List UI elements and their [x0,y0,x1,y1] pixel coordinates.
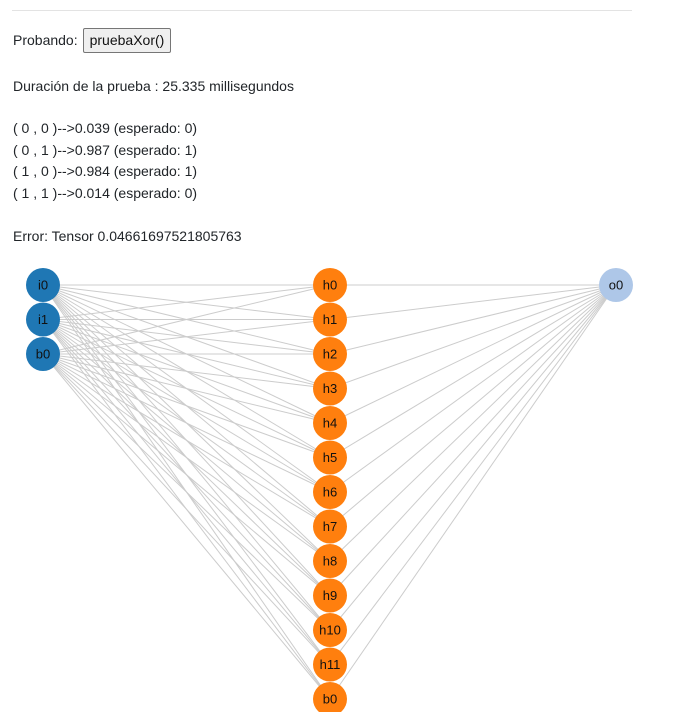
network-edges [42,284,617,700]
node-circle [313,647,347,682]
network-node-hidden-h2: h2 [313,337,347,371]
network-node-hidden-h0: h0 [313,268,347,302]
node-label: h11 [320,657,341,672]
network-edge [329,284,617,458]
network-node-input-i0: i0 [26,268,60,302]
node-circle [313,406,347,440]
top-divider [12,10,632,11]
network-node-input-i1: i1 [26,302,60,337]
node-circle [313,613,347,647]
network-node-input-b0: b0 [26,337,60,371]
node-circle [313,371,347,406]
network-edge [42,353,331,458]
node-circle [313,475,347,509]
result-line: ( 1 , 0 )-->0.984 (esperado: 1) [13,163,198,179]
network-edge [42,353,331,527]
node-label: o0 [609,278,623,293]
node-label: b0 [323,692,337,707]
probando-row: Probando: pruebaXor() [13,27,172,53]
network-edge [42,353,331,631]
result-line: ( 0 , 0 )-->0.039 (esperado: 0) [13,120,198,136]
network-edge [42,353,331,596]
network-node-hidden-b0: b0 [313,682,347,712]
network-edge [42,353,331,424]
node-circle [313,337,347,371]
node-circle [313,440,347,475]
network-edge [42,284,331,355]
network-node-hidden-h6: h6 [313,475,347,509]
network-edge [42,353,331,493]
network-node-hidden-h10: h10 [313,613,347,647]
node-label: h10 [319,623,341,638]
network-node-hidden-h4: h4 [313,406,347,440]
results-list: ( 0 , 0 )-->0.039 (esperado: 0) ( 0 , 1 … [13,118,197,204]
network-edge [42,353,331,562]
network-node-hidden-h8: h8 [313,544,347,578]
node-circle [313,578,347,613]
node-label: h6 [323,485,337,500]
network-node-hidden-h3: h3 [313,371,347,406]
network-edge [42,353,331,700]
network-edge [42,319,331,355]
node-circle [313,302,347,337]
node-label: h8 [323,554,337,569]
node-label: i0 [38,278,48,293]
network-node-hidden-h1: h1 [313,302,347,337]
node-circle [26,268,60,302]
node-label: h9 [323,588,337,603]
network-edge [329,284,617,493]
node-label: h0 [323,278,337,293]
network-edge [329,284,617,320]
node-label: h3 [323,381,337,396]
node-circle [26,302,60,337]
network-edge [329,284,617,700]
network-edge [329,284,617,355]
network-node-hidden-h9: h9 [313,578,347,613]
node-label: h1 [323,312,337,327]
prueba-xor-button[interactable]: pruebaXor() [82,27,172,53]
node-circle [313,509,347,544]
node-circle [313,268,347,302]
network-edge [42,353,331,389]
network-edge [329,284,617,389]
network-node-output-o0: o0 [599,268,633,302]
network-edge [329,284,617,631]
network-edge [329,284,617,665]
result-line: ( 1 , 1 )-->0.014 (esperado: 0) [13,184,198,201]
node-label: h4 [323,416,337,431]
network-edge [329,284,617,424]
network-edge [329,284,617,527]
network-edge [329,284,617,596]
network-edge [329,284,617,562]
network-edge [42,353,331,665]
node-label: h2 [323,347,337,362]
node-label: i1 [38,312,48,327]
result-line: ( 0 , 1 )-->0.987 (esperado: 1) [13,141,198,158]
network-node-hidden-h5: h5 [313,440,347,475]
error-text: Error: Tensor 0.04661697521805763 [13,228,242,244]
node-circle [313,544,347,578]
network-edge [42,284,331,320]
probando-label: Probando: [13,32,78,48]
node-circle [599,268,633,302]
network-node-hidden-h7: h7 [313,509,347,544]
node-circle [26,337,60,371]
duration-text: Duración de la prueba : 25.335 millisegu… [13,78,294,94]
network-node-hidden-h11: h11 [313,647,347,682]
node-label: h7 [323,519,337,534]
node-label: b0 [36,347,50,362]
node-circle [313,682,347,712]
node-label: h5 [323,450,337,465]
